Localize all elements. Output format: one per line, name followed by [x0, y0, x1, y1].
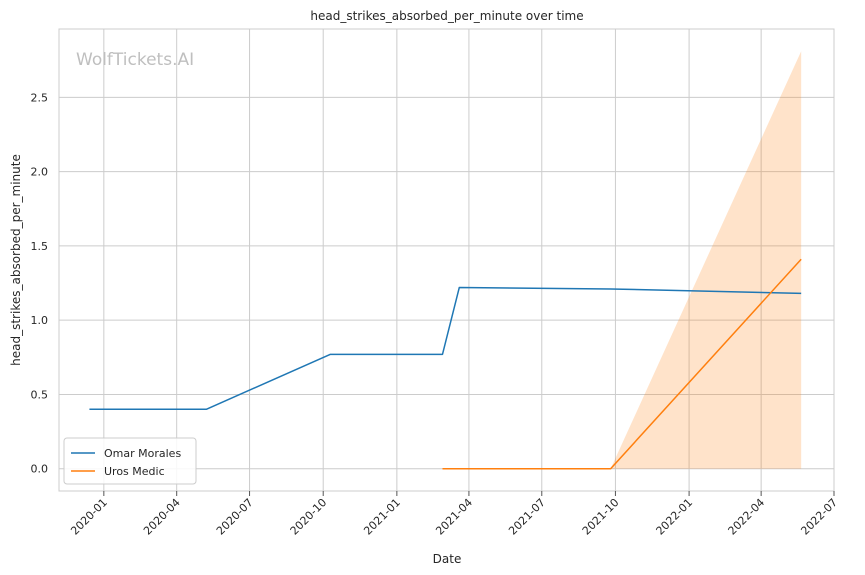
watermark-text: WolfTickets.AI — [76, 50, 194, 70]
y-tick-label: 2.0 — [31, 166, 49, 179]
y-axis-title: head_strikes_absorbed_per_minute — [9, 154, 23, 366]
confidence-band-uros-medic — [442, 51, 802, 469]
x-axis-title: Date — [433, 552, 462, 566]
y-tick-label: 2.5 — [31, 91, 49, 104]
legend-label-omar-morales: Omar Morales — [104, 447, 181, 460]
y-tick-label: 0.0 — [31, 463, 49, 476]
y-tick-label: 1.0 — [31, 314, 49, 327]
confidence-bands — [442, 51, 802, 469]
y-axis-ticks: 0.0 0.5 1.0 1.5 2.0 2.5 — [31, 91, 49, 475]
legend-box — [63, 437, 197, 485]
legend-label-uros-medic: Uros Medic — [104, 465, 165, 478]
legend: Omar Morales Uros Medic — [63, 437, 197, 485]
chart-title: head_strikes_absorbed_per_minute over ti… — [310, 9, 583, 23]
y-tick-label: 0.5 — [31, 388, 49, 401]
series-lines — [89, 258, 802, 470]
y-tick-label: 1.5 — [31, 240, 49, 253]
plot-area-frame — [58, 28, 835, 492]
